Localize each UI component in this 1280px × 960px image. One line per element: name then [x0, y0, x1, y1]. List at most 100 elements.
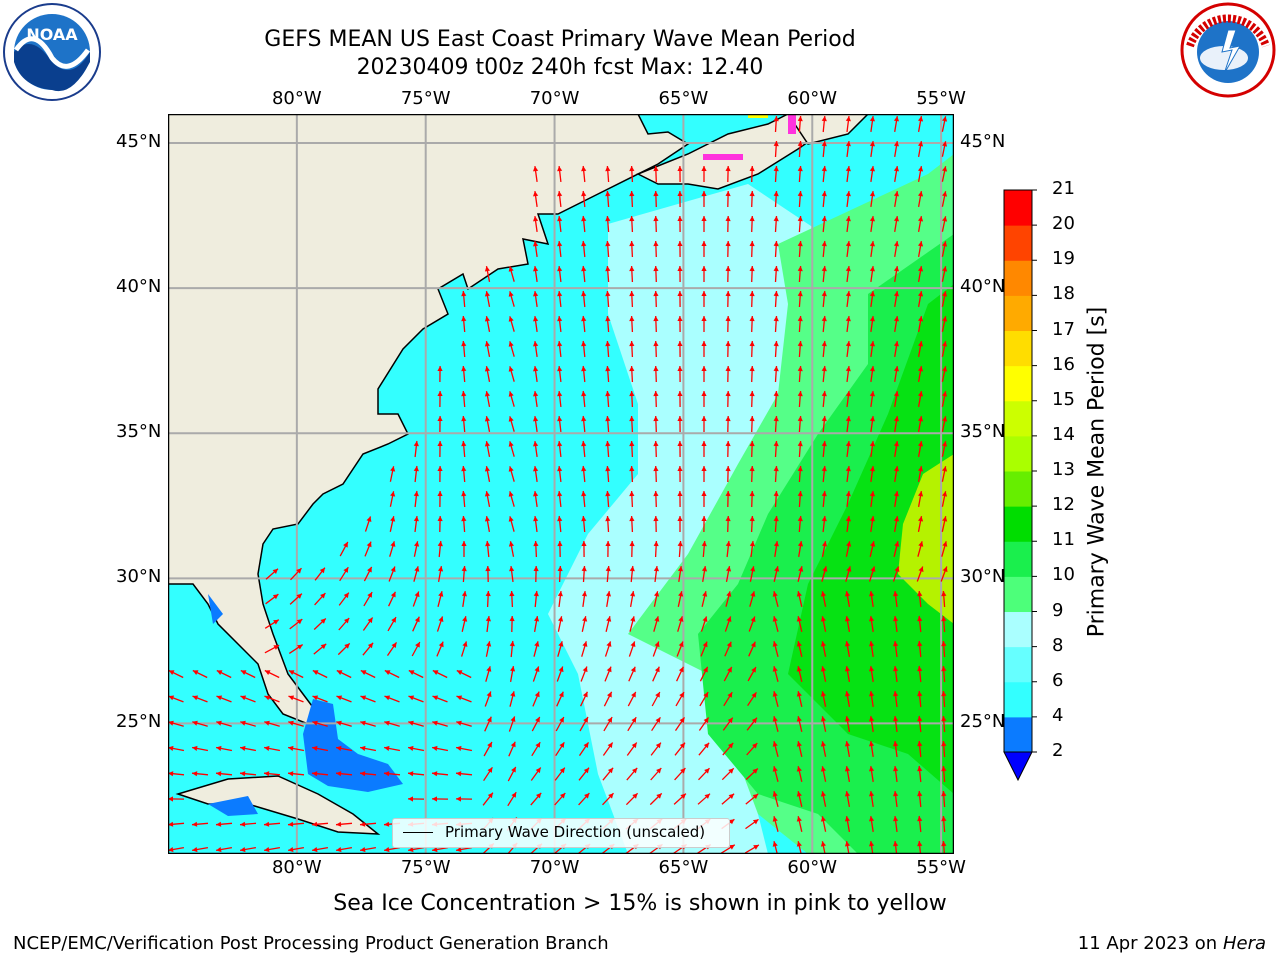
wave-direction-arrowhead — [273, 619, 279, 625]
wave-direction-arrowhead — [749, 441, 755, 447]
wave-direction-arrowhead — [557, 291, 563, 297]
wave-direction-arrowhead — [942, 391, 948, 397]
wave-direction-arrowhead — [408, 720, 414, 726]
wave-direction-arrowhead — [869, 416, 875, 422]
wave-direction-arrowhead — [508, 466, 514, 472]
lat-label-left: 35°N — [116, 421, 162, 443]
wave-direction-arrowhead — [773, 516, 779, 522]
wave-direction-arrowhead — [629, 166, 635, 172]
wave-direction-arrowhead — [845, 391, 851, 397]
wave-direction-arrowhead — [485, 541, 491, 547]
wave-direction-arrowhead — [677, 391, 683, 396]
wave-direction-arrowhead — [336, 771, 342, 777]
wave-direction-arrowhead — [942, 491, 948, 497]
wave-direction-arrowhead — [408, 771, 414, 777]
wave-direction-arrowhead — [821, 166, 827, 172]
wave-direction-arrowhead — [727, 692, 733, 698]
wave-direction-arrowhead — [845, 491, 851, 497]
wave-direction-arrowhead — [533, 241, 539, 247]
wave-direction-arrowhead — [820, 791, 826, 797]
wave-direction-arrowhead — [631, 742, 637, 749]
wave-direction-arrowhead — [534, 691, 540, 698]
wave-direction-arrowhead — [941, 641, 947, 647]
wave-direction-arrowhead — [510, 666, 516, 672]
wave-direction-arrowhead — [264, 695, 271, 701]
wave-direction-arrowhead — [508, 291, 514, 297]
wave-direction-arrowhead — [360, 847, 366, 853]
wave-direction-arrowhead — [360, 821, 366, 827]
wave-direction-arrowhead — [821, 266, 827, 272]
wave-direction-arrowhead — [168, 745, 174, 751]
wave-direction-arrowhead — [869, 591, 875, 597]
wave-direction-arrowhead — [509, 641, 515, 647]
wave-direction-arrowhead — [264, 847, 270, 853]
wave-direction-arrowhead — [773, 416, 779, 422]
wave-direction-arrowhead — [437, 541, 443, 547]
wave-direction-arrowhead — [821, 516, 827, 522]
wave-direction-arrowhead — [845, 441, 851, 447]
wave-direction-arrowhead — [893, 791, 899, 797]
wave-direction-arrowhead — [942, 216, 948, 222]
wave-direction-arrowhead — [240, 670, 247, 675]
wave-direction-arrowhead — [437, 491, 443, 496]
wave-direction-arrowhead — [773, 241, 779, 247]
wave-direction-arrowhead — [384, 695, 391, 701]
map-frame — [168, 114, 954, 854]
wave-direction-arrowhead — [725, 541, 731, 547]
wave-direction-arrowhead — [296, 593, 302, 599]
wave-direction-arrowhead — [653, 291, 659, 297]
wave-direction-arrowhead — [653, 466, 659, 472]
wave-direction-arrowhead — [869, 366, 875, 372]
wave-direction-arrowhead — [869, 441, 875, 447]
wave-direction-arrowhead — [893, 516, 900, 522]
wave-direction-arrowhead — [192, 847, 198, 853]
wave-direction-arrowhead — [216, 670, 223, 675]
wave-direction-arrowhead — [631, 691, 636, 698]
wave-direction-arrowhead — [893, 366, 899, 372]
wave-direction-arrowhead — [725, 416, 731, 422]
wave-direction-arrowhead — [533, 566, 539, 572]
wave-direction-arrowhead — [845, 266, 851, 272]
wave-direction-arrowhead — [796, 641, 802, 647]
wave-direction-arrowhead — [893, 341, 899, 347]
wave-direction-arrowhead — [582, 691, 588, 698]
wave-direction-arrowhead — [336, 695, 343, 701]
wave-direction-arrowhead — [704, 768, 710, 774]
wave-direction-arrowhead — [893, 766, 899, 772]
wave-direction-arrowhead — [535, 742, 541, 748]
wave-direction-arrowhead — [605, 541, 611, 546]
wave-direction-arrowhead — [629, 566, 635, 572]
colorbar-tick-label: 11 — [1052, 529, 1075, 551]
wave-direction-arrowhead — [605, 591, 611, 597]
wave-direction-arrowhead — [703, 717, 709, 724]
wave-direction-arrowhead — [751, 692, 757, 698]
wave-direction-arrowhead — [918, 166, 924, 172]
wave-direction-arrowhead — [508, 316, 514, 322]
wave-direction-arrowhead — [583, 742, 589, 748]
wave-direction-arrowhead — [629, 291, 635, 297]
wave-direction-arrowhead — [533, 416, 539, 422]
wave-direction-arrowhead — [606, 666, 612, 673]
wave-direction-arrowhead — [701, 466, 707, 471]
wave-direction-arrowhead — [486, 641, 492, 647]
wave-direction-arrowhead — [297, 644, 303, 650]
wave-direction-arrowhead — [653, 541, 659, 547]
wave-direction-arrowhead — [677, 191, 683, 196]
colorbar-tick-label: 15 — [1052, 388, 1075, 410]
wave-direction-arrowhead — [678, 641, 684, 648]
wave-direction-arrowhead — [750, 591, 756, 597]
wave-direction-arrowhead — [869, 666, 875, 672]
wave-direction-arrowhead — [749, 466, 755, 472]
wave-direction-arrowhead — [608, 793, 614, 799]
lon-label-bottom: 75°W — [400, 857, 451, 878]
wave-direction-arrowhead — [918, 416, 924, 422]
wave-direction-arrowhead — [414, 616, 420, 623]
chart-subtitle: 20230409 t00z 240h fcst Max: 12.40 — [356, 55, 764, 80]
lon-label-bottom: 60°W — [787, 857, 838, 878]
wave-direction-arrowhead — [941, 766, 947, 772]
wave-direction-arrowhead — [510, 716, 516, 722]
lat-label-left: 30°N — [116, 566, 162, 588]
wave-direction-arrowhead — [168, 771, 174, 777]
wave-direction-arrowhead — [288, 695, 295, 701]
wave-direction-arrowhead — [344, 618, 350, 624]
